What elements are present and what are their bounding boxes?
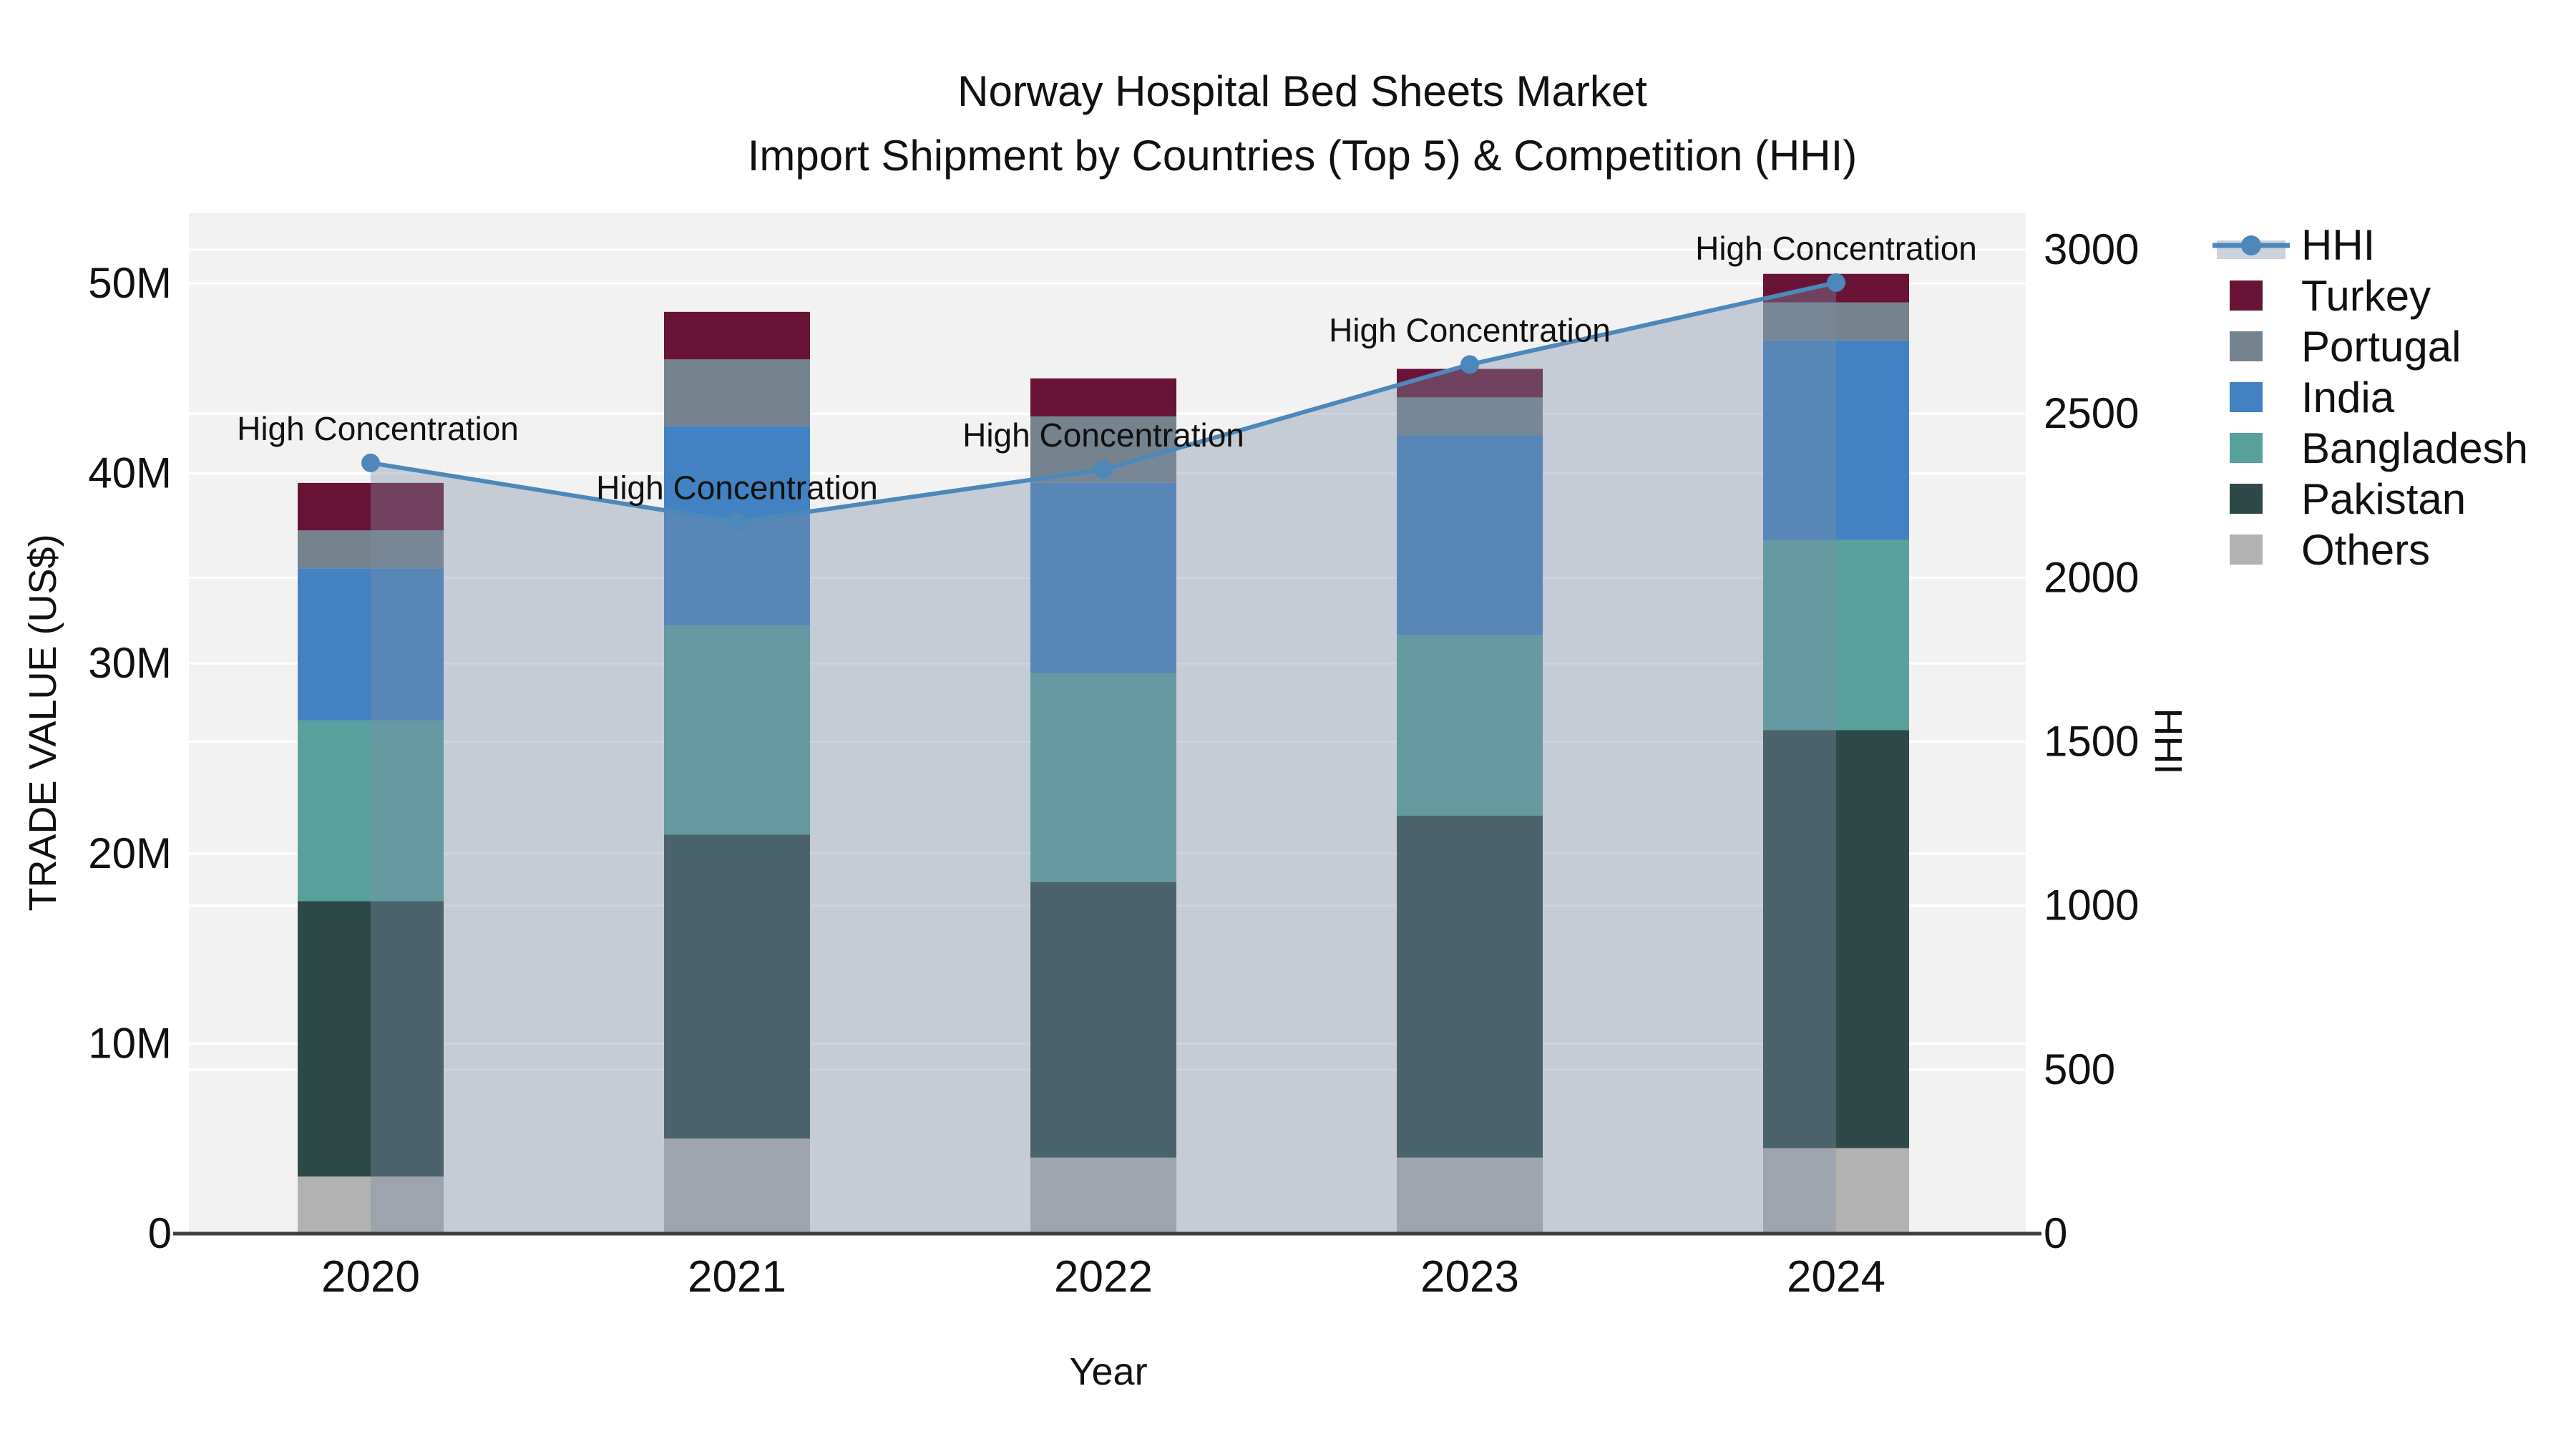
y-right-tick-label: 2000 xyxy=(2044,553,2139,601)
bar-segment-india-2020[interactable] xyxy=(298,568,444,721)
legend-label-india: India xyxy=(2301,374,2395,421)
bar-segment-others-2023[interactable] xyxy=(1397,1157,1543,1234)
legend-item-bangladesh[interactable]: Bangladesh xyxy=(2230,424,2528,472)
annotation-high-concentration-2020: High Concentration xyxy=(237,410,519,447)
bar-segment-portugal-2023[interactable] xyxy=(1397,397,1543,436)
legend-item-hhi[interactable]: HHI xyxy=(2212,221,2375,269)
legend-label-hhi: HHI xyxy=(2301,221,2375,269)
bar-segment-others-2022[interactable] xyxy=(1030,1157,1176,1234)
bar-segment-india-2022[interactable] xyxy=(1030,482,1176,673)
y-left-tick-label: 30M xyxy=(88,639,172,687)
legend-item-pakistan[interactable]: Pakistan xyxy=(2230,475,2466,523)
bar-segment-bangladesh-2022[interactable] xyxy=(1030,673,1176,882)
annotation-high-concentration-2021: High Concentration xyxy=(596,469,878,506)
bar-segment-others-2024[interactable] xyxy=(1763,1148,1909,1234)
legend-item-turkey[interactable]: Turkey xyxy=(2230,272,2431,320)
legend-item-india[interactable]: India xyxy=(2230,374,2395,421)
x-tick-label: 2022 xyxy=(1054,1252,1153,1302)
bars-group xyxy=(298,273,1909,1234)
legend-swatch-turkey xyxy=(2230,280,2263,311)
legend-hhi-marker-icon xyxy=(2241,235,2261,255)
hhi-marker-2020[interactable] xyxy=(361,453,380,472)
bar-segment-bangladesh-2021[interactable] xyxy=(664,625,810,835)
bar-segment-others-2021[interactable] xyxy=(664,1138,810,1234)
chart-title-line2: Import Shipment by Countries (Top 5) & C… xyxy=(748,132,1858,180)
hhi-marker-2022[interactable] xyxy=(1094,460,1113,479)
y-left-axis-title: TRADE VALUE (US$) xyxy=(21,534,64,911)
legend-item-portugal[interactable]: Portugal xyxy=(2230,323,2461,371)
annotation-high-concentration-2023: High Concentration xyxy=(1329,311,1611,348)
bar-segment-india-2023[interactable] xyxy=(1397,435,1543,635)
bar-segment-india-2024[interactable] xyxy=(1763,340,1909,540)
x-tick-label: 2023 xyxy=(1420,1252,1519,1302)
annotation-high-concentration-2022: High Concentration xyxy=(962,416,1244,454)
x-tick-label: 2021 xyxy=(688,1252,786,1302)
bar-segment-portugal-2020[interactable] xyxy=(298,530,444,569)
legend-swatch-pakistan xyxy=(2230,484,2263,514)
hhi-marker-2024[interactable] xyxy=(1827,273,1845,292)
hhi-area-fill xyxy=(371,282,1836,1234)
bar-segment-others-2020[interactable] xyxy=(298,1176,444,1234)
y-right-tick-label: 2500 xyxy=(2044,389,2139,437)
y-right-tick-label: 3000 xyxy=(2044,225,2139,273)
hhi-marker-2023[interactable] xyxy=(1460,355,1479,374)
legend-label-others: Others xyxy=(2301,526,2430,574)
hhi-marker-2021[interactable] xyxy=(728,512,746,532)
bar-segment-turkey-2022[interactable] xyxy=(1030,378,1176,416)
bar-segment-pakistan-2022[interactable] xyxy=(1030,882,1176,1158)
x-tick-label: 2024 xyxy=(1787,1252,1885,1302)
legend-swatch-india xyxy=(2230,382,2263,412)
bar-segment-pakistan-2021[interactable] xyxy=(664,834,810,1139)
y-right-tick-label: 1500 xyxy=(2044,718,2139,766)
annotation-high-concentration-2024: High Concentration xyxy=(1695,230,1977,267)
bar-segment-turkey-2020[interactable] xyxy=(298,482,444,531)
y-right-tick-label: 0 xyxy=(2044,1209,2067,1257)
bar-segment-bangladesh-2023[interactable] xyxy=(1397,635,1543,816)
y-left-tick-label: 50M xyxy=(88,259,172,307)
bar-segment-portugal-2021[interactable] xyxy=(664,359,810,426)
y-right-tick-label: 500 xyxy=(2044,1045,2115,1093)
chart-title-line1: Norway Hospital Bed Sheets Market xyxy=(957,67,1647,115)
y-left-tick-label: 10M xyxy=(88,1019,172,1067)
bar-segment-bangladesh-2020[interactable] xyxy=(298,720,444,902)
bar-segment-portugal-2024[interactable] xyxy=(1763,302,1909,341)
y-left-tick-label: 40M xyxy=(88,449,172,497)
legend-label-bangladesh: Bangladesh xyxy=(2301,424,2528,472)
x-tick-label: 2020 xyxy=(321,1252,420,1302)
legend: HHITurkeyPortugalIndiaBangladeshPakistan… xyxy=(2212,221,2528,574)
legend-label-portugal: Portugal xyxy=(2301,323,2461,371)
bar-segment-pakistan-2024[interactable] xyxy=(1763,730,1909,1148)
bar-segment-pakistan-2023[interactable] xyxy=(1397,815,1543,1158)
bar-segment-pakistan-2020[interactable] xyxy=(298,901,444,1177)
y-right-axis-title: HHI xyxy=(2147,708,2190,775)
y-left-tick-label: 20M xyxy=(88,829,172,877)
y-left-tick-label: 0 xyxy=(148,1209,172,1257)
bar-segment-bangladesh-2024[interactable] xyxy=(1763,540,1909,731)
bar-segment-turkey-2021[interactable] xyxy=(664,311,810,360)
x-axis-title: Year xyxy=(1069,1350,1147,1393)
y-right-tick-label: 1000 xyxy=(2044,882,2139,930)
legend-swatch-bangladesh xyxy=(2230,433,2263,463)
legend-label-pakistan: Pakistan xyxy=(2301,475,2466,523)
legend-swatch-portugal xyxy=(2230,331,2263,361)
legend-item-others[interactable]: Others xyxy=(2230,526,2430,574)
legend-label-turkey: Turkey xyxy=(2301,272,2431,320)
legend-swatch-others xyxy=(2230,535,2263,565)
